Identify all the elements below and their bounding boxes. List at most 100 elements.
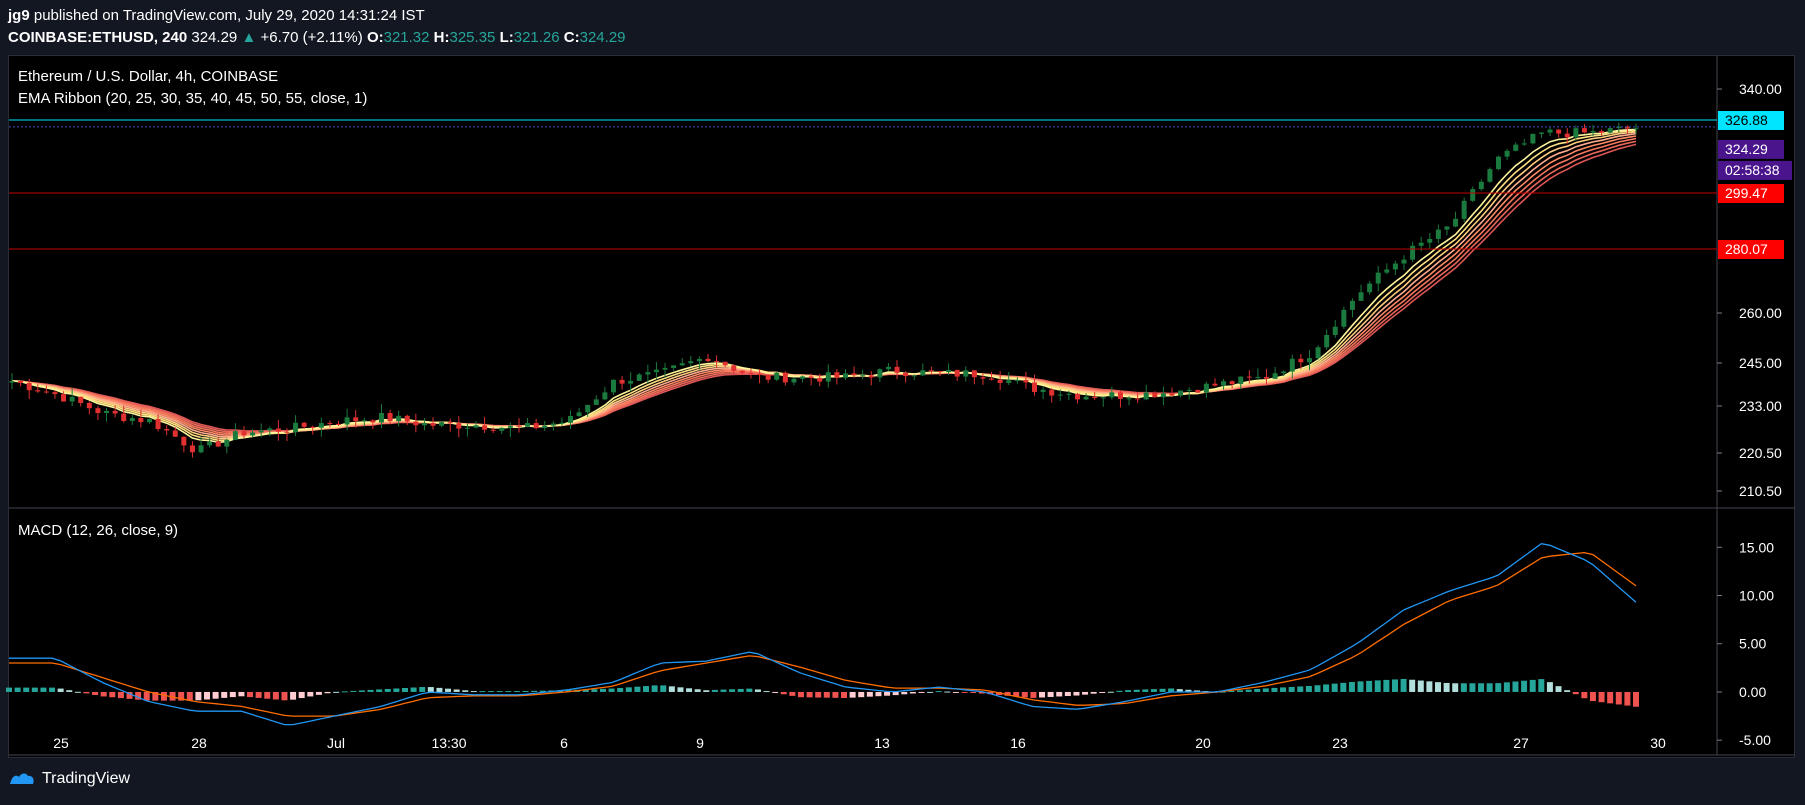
candle-body	[1092, 396, 1098, 398]
candle-body	[1573, 128, 1579, 138]
macd-histogram-bar	[1228, 690, 1235, 692]
macd-histogram-bar	[1150, 689, 1157, 692]
candle-body	[1306, 358, 1312, 363]
candle-body	[1255, 376, 1261, 378]
candle-body	[396, 415, 402, 422]
candle-body	[1281, 371, 1287, 374]
resistance-1-label-bg	[1718, 184, 1784, 203]
macd-histogram-bar	[160, 691, 167, 701]
macd-line	[9, 543, 1637, 726]
candle-body	[1384, 269, 1390, 273]
macd-histogram-bar	[1245, 689, 1252, 692]
candle-body	[1349, 300, 1355, 310]
macd-legend[interactable]: MACD (12, 26, close, 9)	[18, 522, 178, 539]
candle-body	[447, 422, 453, 424]
countdown-label: 02:58:38	[1725, 162, 1780, 178]
last-price: 324.29	[191, 29, 238, 46]
macd-tick-label: 5.00	[1739, 636, 1766, 652]
candle-body	[1496, 156, 1502, 170]
candle-body	[1392, 263, 1398, 270]
candle-body	[1238, 376, 1244, 385]
macd-histogram-bar	[298, 691, 305, 699]
macd-tick-label: 0.00	[1739, 684, 1766, 700]
macd-histogram-bar	[694, 689, 701, 692]
macd-pane	[6, 543, 1639, 726]
candle-body	[86, 402, 92, 409]
candle-body	[1014, 379, 1020, 381]
macd-histogram-bar	[849, 691, 856, 698]
macd-histogram-bar	[1478, 683, 1485, 692]
macd-histogram-bar	[582, 689, 589, 692]
macd-histogram-bar	[1495, 683, 1502, 692]
candle-body	[1590, 131, 1596, 133]
candle-body	[35, 390, 41, 392]
candle-body	[1624, 126, 1630, 129]
macd-histogram-bar	[1357, 681, 1364, 692]
symbol-label[interactable]: COINBASE:ETHUSD, 240	[8, 29, 188, 46]
close-value: 324.29	[579, 29, 626, 46]
candle-body	[1410, 245, 1416, 260]
candle-body	[542, 425, 548, 429]
candle-body	[189, 445, 195, 453]
macd-histogram-bar	[884, 691, 891, 696]
ema-line-55	[11, 143, 1637, 432]
macd-histogram-bar	[703, 690, 710, 692]
macd-histogram-bar	[1090, 691, 1097, 694]
candle-body	[636, 374, 642, 381]
candle-body	[387, 412, 393, 422]
candle-body	[26, 382, 32, 391]
candle-body	[568, 416, 574, 423]
macd-histogram-bar	[513, 691, 520, 693]
macd-histogram-bar	[763, 691, 770, 693]
price-levels	[9, 119, 1717, 250]
time-tick-label: 28	[191, 735, 207, 751]
candle-body	[1057, 394, 1063, 396]
candle-body	[533, 423, 539, 429]
macd-histogram-bar	[1572, 691, 1579, 695]
candle-body	[1246, 376, 1252, 378]
macd-histogram-bar	[419, 687, 426, 692]
macd-histogram-bar	[1056, 691, 1063, 697]
macd-histogram-bar	[143, 691, 150, 701]
macd-histogram-bar	[677, 687, 684, 692]
candle-body	[610, 379, 616, 393]
macd-histogram-bar	[952, 691, 959, 693]
candle-body	[1178, 390, 1184, 396]
price-tick-label: 340.00	[1739, 81, 1782, 97]
candle-body	[928, 370, 934, 372]
macd-histogram-bar	[1435, 682, 1442, 692]
ema-legend[interactable]: EMA Ribbon (20, 25, 30, 35, 40, 45, 50, …	[18, 90, 367, 107]
macd-histogram-bar	[1185, 689, 1192, 692]
resistance-2-label-bg	[1718, 240, 1784, 259]
candle-body	[378, 412, 384, 423]
macd-histogram-bar	[1529, 679, 1536, 692]
last-price-label-bg	[1718, 139, 1784, 159]
macd-histogram-bar	[152, 691, 159, 701]
candle-body	[464, 427, 470, 429]
macd-histogram-bar	[479, 691, 486, 693]
brand-name[interactable]: TradingView	[42, 770, 131, 787]
candle-body	[722, 361, 728, 366]
macd-histogram-bar	[1521, 680, 1528, 692]
macd-histogram-bar	[212, 691, 219, 699]
candle-body	[1530, 133, 1536, 144]
publisher-name[interactable]: jg9	[8, 7, 30, 24]
open-value: 321.32	[383, 29, 430, 46]
candle-body	[250, 432, 256, 436]
time-tick-label: 23	[1332, 735, 1348, 751]
candle-body	[421, 422, 427, 426]
published-text: published on TradingView.com, July 29, 2…	[33, 7, 425, 24]
macd-histogram-bar	[643, 686, 650, 692]
candle-body	[1547, 129, 1553, 133]
candle-body	[903, 372, 909, 377]
macd-histogram-bar	[1116, 690, 1123, 692]
macd-histogram-bar	[436, 687, 443, 692]
time-tick-label: Jul	[327, 735, 345, 751]
change-arrow-icon: ▲	[241, 29, 257, 46]
macd-histogram-bar	[238, 691, 245, 697]
macd-histogram-bar	[255, 691, 262, 698]
macd-histogram-bar	[1262, 688, 1269, 692]
macd-histogram-bar	[1469, 683, 1476, 692]
candle-body	[1358, 292, 1364, 301]
